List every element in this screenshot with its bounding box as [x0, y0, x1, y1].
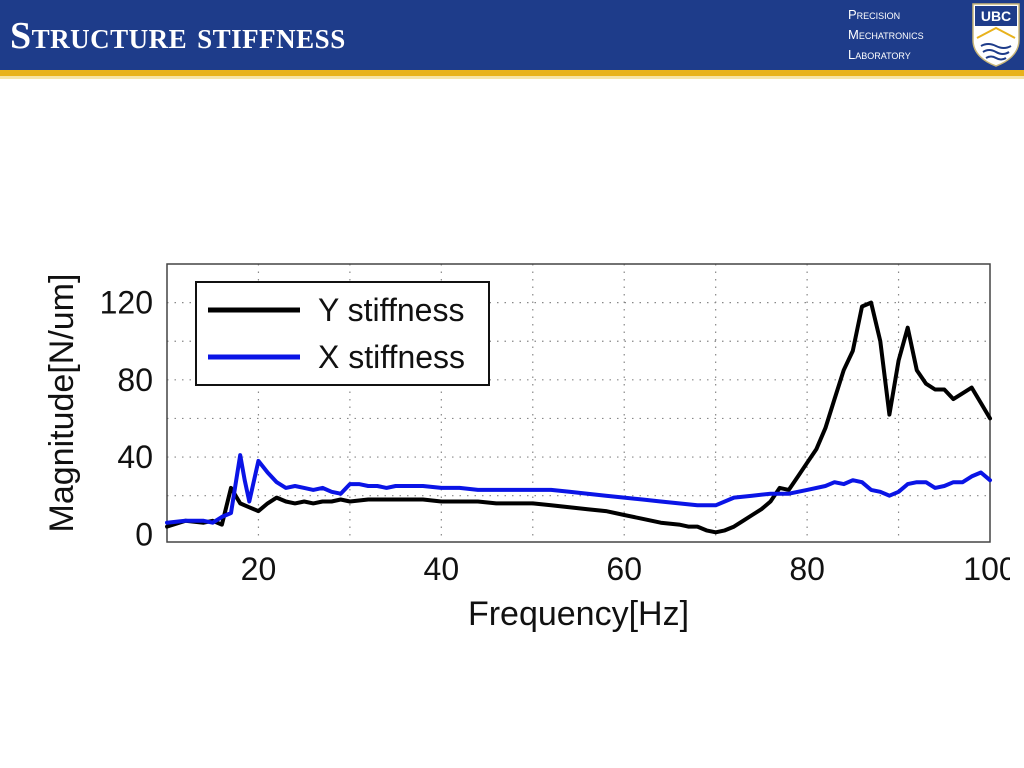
stiffness-chart: 20 40 60 80 100 0 40 80 120 Frequency[Hz] Magnit…	[43, 263, 1010, 633]
y-tick-label: 120	[100, 285, 153, 321]
slide-title: Structure stiffness	[10, 15, 346, 57]
x-tick-label: 20	[241, 551, 277, 587]
logo-text: UBC	[981, 8, 1011, 24]
plot-frame	[166, 263, 991, 543]
header-bar	[0, 0, 1024, 70]
legend-box	[195, 281, 490, 386]
series-line-y-stiffness	[165, 300, 992, 535]
lab-name-line1: Precision	[848, 7, 901, 22]
x-axis-label: Frequency[Hz]	[468, 595, 689, 633]
lab-name-line3: Laboratory	[848, 47, 911, 62]
legend-entry: X stiffness	[318, 339, 465, 375]
axis-tick-labels: 20 40 60 80 100 0 40 80 120	[100, 285, 1010, 587]
series-line-x-stiffness	[165, 453, 992, 525]
x-tick-label: 40	[424, 551, 460, 587]
x-tick-label: 80	[789, 551, 825, 587]
y-tick-label: 80	[117, 362, 153, 398]
y-tick-label: 0	[135, 516, 153, 552]
x-tick-label: 100	[963, 551, 1010, 587]
y-tick-label: 40	[117, 439, 153, 475]
lab-name: Precision Mechatronics Laboratory	[848, 5, 924, 65]
ubc-crest-logo: UBC	[972, 3, 1020, 67]
legend-entry: Y stiffness	[318, 292, 464, 328]
lab-name-line2: Mechatronics	[848, 27, 924, 42]
x-tick-label: 60	[606, 551, 642, 587]
legend: Y stiffness X stiffness	[195, 281, 490, 386]
series-lines	[165, 300, 992, 535]
header-light-rule	[0, 76, 1024, 79]
header-gold-rule	[0, 70, 1024, 76]
y-axis-label: Magnitude[N/um]	[43, 274, 81, 533]
